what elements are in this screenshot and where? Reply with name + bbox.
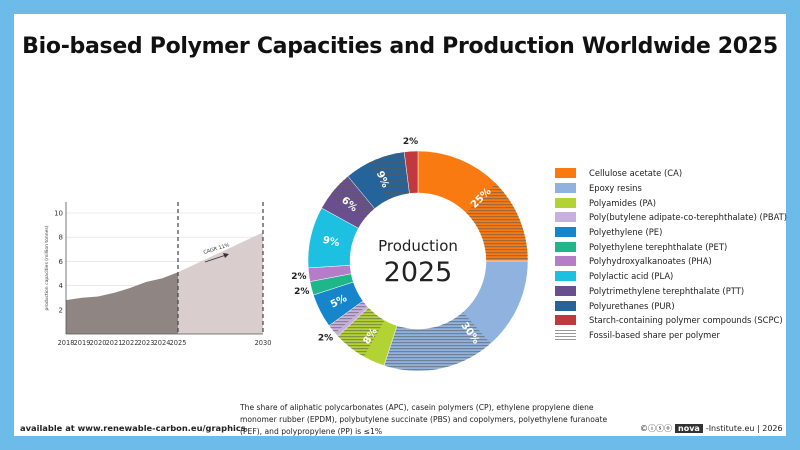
y-tick-label: 8: [59, 234, 63, 242]
legend-item: Cellulose acetate (CA): [555, 166, 787, 181]
legend-label: Polyhydroxyalkanoates (PHA): [589, 256, 712, 267]
legend-item: Epoxy resins: [555, 181, 787, 196]
legend: Cellulose acetate (CA) Epoxy resins Polyam…: [555, 166, 787, 342]
fossil-hatch: [329, 300, 367, 334]
cagr-arrowhead: [223, 253, 229, 258]
legend-label: Epoxy resins: [589, 183, 642, 194]
area-actual: [66, 272, 178, 334]
legend-label: Starch-containing polymer compounds (SCP…: [589, 315, 783, 326]
x-tick-label: 2030: [255, 339, 272, 347]
legend-item: Polylactic acid (PLA): [555, 269, 787, 284]
x-tick-label: 2024: [154, 339, 171, 347]
legend-item: Polyamides (PA): [555, 195, 787, 210]
donut-segment: [403, 150, 419, 194]
legend-swatch: [555, 227, 576, 238]
data-label: 9%: [322, 235, 341, 249]
footnote: The share of aliphatic polycarbonates (A…: [240, 403, 608, 436]
legend-swatch-hatch: [555, 329, 576, 340]
legend-swatch: [555, 271, 576, 282]
y-tick-label: 4: [59, 282, 64, 290]
y-axis-label: production capacities (million tonnes): [44, 225, 50, 310]
legend-item: Polyhydroxyalkanoates (PHA): [555, 254, 787, 269]
fossil-hatch: [337, 307, 385, 357]
legend-swatch: [555, 183, 576, 194]
legend-swatch: [555, 256, 576, 267]
legend-swatch: [555, 197, 576, 208]
brand-suffix: -Institute.eu | 2026: [705, 424, 783, 433]
legend-item: Polyurethanes (PUR): [555, 298, 787, 313]
legend-item: Poly(butylene adipate-co-terephthalate) …: [555, 210, 787, 225]
legend-label: Cellulose acetate (CA): [589, 168, 683, 179]
footer-brand: ©ⓘⓢⓞ nova -Institute.eu | 2026: [640, 423, 783, 434]
cagr-arrow: [204, 254, 227, 263]
x-tick-label: 2021: [106, 339, 123, 347]
legend-swatch: [555, 285, 576, 296]
y-tick-label: 2: [59, 306, 63, 314]
center-year: 2025: [384, 257, 453, 288]
y-tick-label: 10: [54, 210, 63, 218]
legend-swatch: [555, 300, 576, 311]
fossil-hatch: [384, 312, 491, 371]
legend-item: Polyethylene terephthalate (PET): [555, 239, 787, 254]
x-tick-label: 2019: [74, 339, 91, 347]
x-tick-label: 2020: [90, 339, 107, 347]
y-tick-label: 6: [59, 258, 64, 266]
data-label: 2%: [291, 272, 306, 282]
x-tick-label: 2022: [122, 339, 139, 347]
x-tick-label: 2018: [58, 339, 75, 347]
x-tick-label: 2025: [170, 339, 187, 347]
x-tick-label: 2023: [138, 339, 155, 347]
legend-swatch: [555, 315, 576, 326]
legend-item-fossil: Fossil-based share per polymer: [555, 328, 787, 343]
page-title: Bio-based Polymer Capacities and Product…: [22, 34, 778, 59]
legend-item: Polyethylene (PE): [555, 225, 787, 240]
legend-item: Starch-containing polymer compounds (SCP…: [555, 313, 787, 328]
nova-logo: nova: [675, 424, 703, 433]
source-link[interactable]: available at www.renewable-carbon.eu/gra…: [20, 423, 246, 433]
data-label: 2%: [318, 333, 333, 343]
data-label: 2%: [294, 287, 309, 297]
data-label: 2%: [403, 137, 418, 147]
legend-label: Poly(butylene adipate-co-terephthalate) …: [589, 212, 788, 223]
legend-label: Polyethylene terephthalate (PET): [589, 241, 728, 252]
area-forecast: [178, 232, 263, 334]
legend-label: Polyurethanes (PUR): [589, 300, 675, 311]
legend-label: Fossil-based share per polymer: [589, 329, 720, 340]
legend-label: Polylactic acid (PLA): [589, 271, 674, 282]
legend-swatch: [555, 168, 576, 179]
legend-label: Polytrimethylene terephthalate (PTT): [589, 285, 745, 296]
license-icon: ©ⓘⓢⓞ: [640, 424, 672, 433]
legend-swatch: [555, 241, 576, 252]
fossil-hatch: [330, 176, 375, 220]
legend-item: Polytrimethylene terephthalate (PTT): [555, 284, 787, 299]
fossil-hatch: [368, 151, 410, 201]
center-label: Production: [378, 237, 458, 255]
legend-label: Polyethylene (PE): [589, 227, 663, 238]
legend-swatch: [555, 212, 576, 223]
fossil-hatch: [466, 183, 528, 261]
legend-label: Polyamides (PA): [589, 197, 657, 208]
